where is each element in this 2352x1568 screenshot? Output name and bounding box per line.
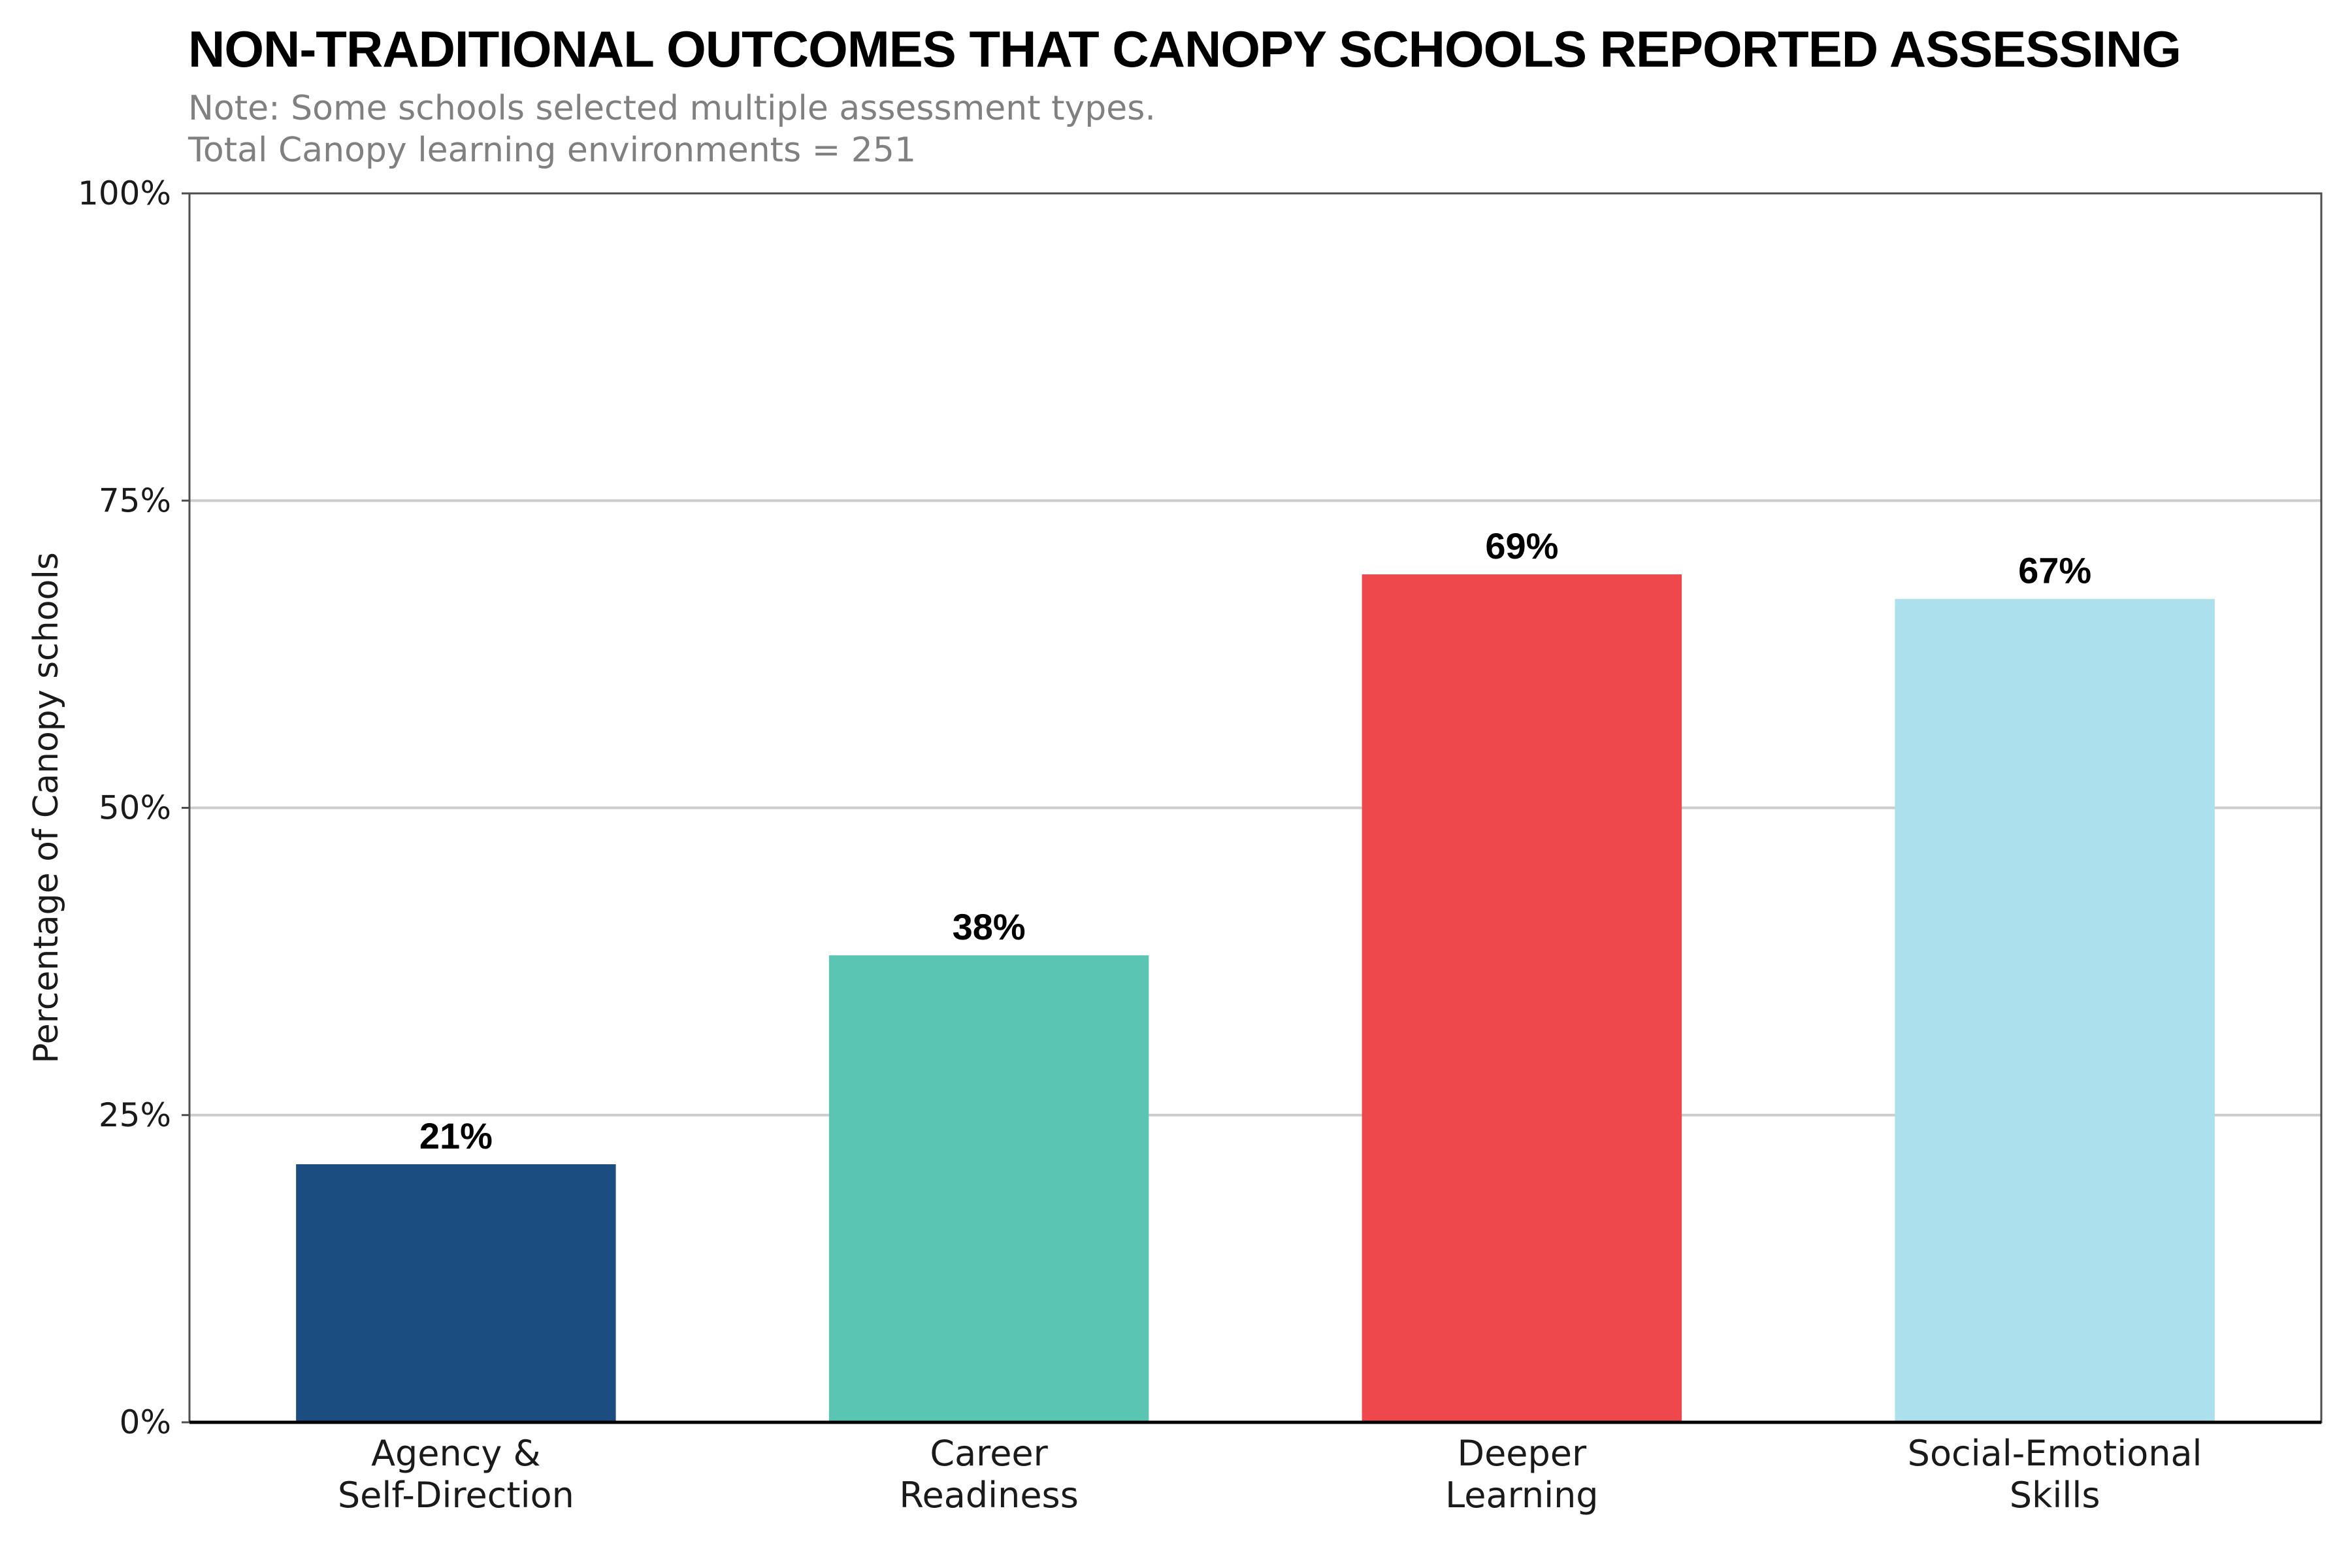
x-tick-label-0-0: Agency & (371, 1433, 541, 1474)
bar-value-label-0: 21% (419, 1115, 493, 1156)
chart-subtitle-line-2: Total Canopy learning environments = 251 (188, 131, 916, 170)
x-tick-label-3-1: Skills (2010, 1475, 2100, 1516)
x-tick-label-1-0: Career (930, 1433, 1048, 1474)
bar-value-label-2: 69% (1485, 525, 1558, 566)
y-axis-ticks: 0% 25% 50% 75% 100% (78, 174, 189, 1441)
x-tick-label-1-1: Readiness (899, 1475, 1078, 1516)
bars (296, 574, 2215, 1422)
value-labels: 21% 38% 69% 67% (419, 525, 2091, 1156)
bar-3 (1895, 598, 2215, 1422)
y-tick-label-0: 0% (120, 1403, 171, 1441)
bar-1 (828, 955, 1149, 1422)
chart-subtitle-line-1: Note: Some schools selected multiple ass… (188, 89, 1156, 128)
bar-value-label-1: 38% (953, 906, 1026, 947)
x-tick-label-0-1: Self-Direction (338, 1475, 574, 1516)
y-tick-label-100: 100% (78, 174, 171, 212)
x-tick-label-2-0: Deeper (1458, 1433, 1588, 1474)
y-axis-label: Percentage of Canopy schools (27, 552, 66, 1064)
bar-0 (296, 1164, 616, 1422)
x-tick-label-3-0: Social-Emotional (1908, 1433, 2202, 1474)
chart-title: NON-TRADITIONAL OUTCOMES THAT CANOPY SCH… (188, 20, 2181, 78)
y-tick-label-75: 75% (99, 482, 171, 519)
x-tick-label-2-1: Learning (1445, 1475, 1598, 1516)
bar-value-label-3: 67% (2018, 550, 2091, 591)
bar-2 (1362, 574, 1682, 1422)
y-tick-label-50: 50% (99, 789, 171, 827)
y-tick-label-25: 25% (99, 1096, 171, 1134)
